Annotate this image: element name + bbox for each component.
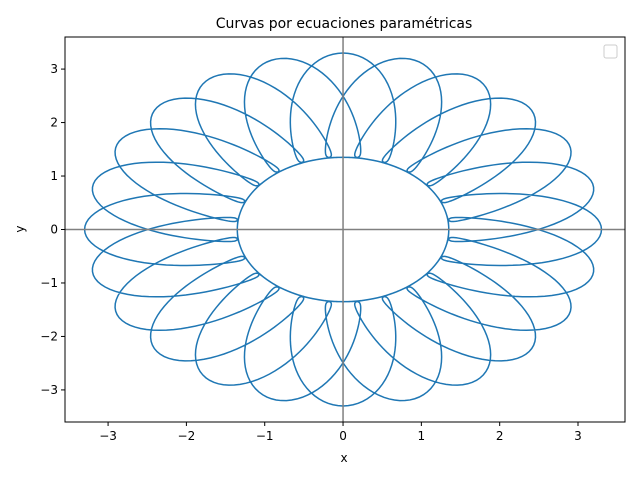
x-tick-label: −3	[99, 429, 117, 443]
y-tick-label: 3	[50, 62, 58, 76]
y-tick-label: −2	[40, 329, 58, 343]
y-tick-label: −1	[40, 276, 58, 290]
chart-title: Curvas por ecuaciones paramétricas	[216, 16, 473, 32]
x-axis-label: x	[340, 451, 347, 465]
x-axis: −3 −2 −1 0 1 2 3	[99, 422, 582, 443]
x-tick-label: 2	[496, 429, 504, 443]
legend-box	[603, 44, 618, 59]
y-tick-label: −3	[40, 383, 58, 397]
y-tick-label: 1	[50, 169, 58, 183]
x-tick-label: −1	[256, 429, 274, 443]
plot-area	[65, 37, 625, 422]
x-tick-label: −2	[178, 429, 196, 443]
y-axis-label: y	[13, 225, 27, 232]
x-tick-label: 3	[574, 429, 582, 443]
x-tick-label: 0	[339, 429, 347, 443]
y-axis: −3 −2 −1 0 1 2 3	[40, 62, 65, 397]
y-tick-label: 0	[50, 223, 58, 237]
x-tick-label: 1	[418, 429, 426, 443]
y-tick-label: 2	[50, 116, 58, 130]
